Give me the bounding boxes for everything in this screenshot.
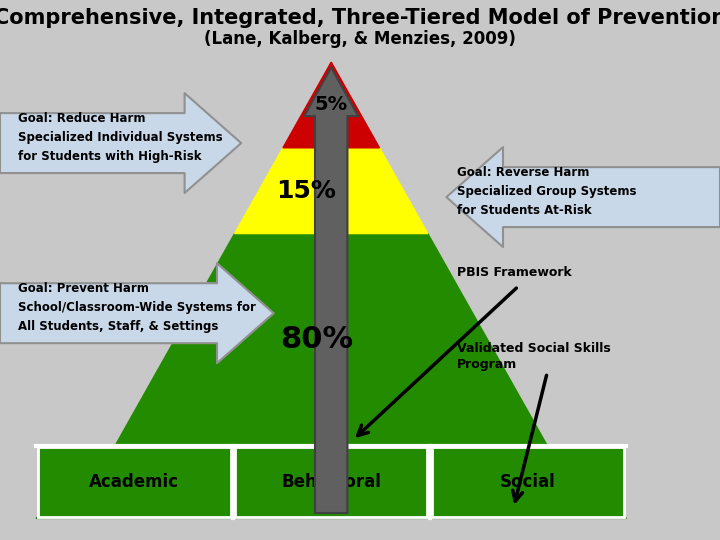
Bar	[432, 447, 624, 517]
Text: Program: Program	[457, 358, 518, 371]
Polygon shape	[235, 148, 428, 234]
Polygon shape	[446, 147, 720, 247]
Text: for Students with High-Risk: for Students with High-Risk	[18, 150, 202, 163]
Text: Behavioral: Behavioral	[282, 473, 381, 491]
Text: Validated Social Skills: Validated Social Skills	[457, 342, 611, 355]
Polygon shape	[305, 68, 359, 513]
Polygon shape	[115, 234, 547, 446]
Text: Specialized Group Systems: Specialized Group Systems	[457, 185, 636, 198]
Text: Academic: Academic	[89, 473, 179, 491]
Text: Specialized Individual Systems: Specialized Individual Systems	[18, 131, 222, 144]
Polygon shape	[283, 62, 379, 148]
Polygon shape	[0, 263, 274, 363]
Text: for Students At-Risk: for Students At-Risk	[457, 204, 592, 217]
Text: Goal: Reverse Harm: Goal: Reverse Harm	[457, 166, 590, 179]
Text: 80%: 80%	[280, 325, 354, 354]
Text: 5%: 5%	[315, 96, 348, 114]
Text: All Students, Staff, & Settings: All Students, Staff, & Settings	[18, 320, 218, 333]
Bar	[38, 447, 230, 517]
Text: (Lane, Kalberg, & Menzies, 2009): (Lane, Kalberg, & Menzies, 2009)	[204, 30, 516, 48]
Text: Goal: Prevent Harm: Goal: Prevent Harm	[18, 282, 149, 295]
Text: Social: Social	[500, 473, 556, 491]
Bar	[0, 0, 720, 57]
Text: School/Classroom-Wide Systems for: School/Classroom-Wide Systems for	[18, 301, 256, 314]
Bar	[235, 447, 428, 517]
Text: PBIS Framework: PBIS Framework	[457, 266, 572, 279]
Polygon shape	[36, 446, 626, 518]
Polygon shape	[0, 93, 241, 193]
Text: Goal: Reduce Harm: Goal: Reduce Harm	[18, 112, 145, 125]
Text: 15%: 15%	[276, 179, 336, 202]
Text: Comprehensive, Integrated, Three-Tiered Model of Prevention: Comprehensive, Integrated, Three-Tiered …	[0, 8, 720, 28]
